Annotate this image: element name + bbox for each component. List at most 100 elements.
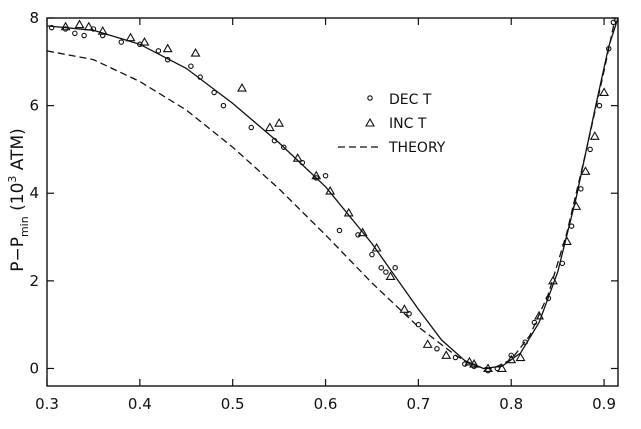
inc-t-point — [162, 43, 173, 53]
inc-t-point — [264, 122, 275, 132]
inc-t-point — [464, 356, 475, 366]
dec-t-point — [48, 24, 55, 31]
dec-t-point — [406, 310, 412, 317]
dec-t-point — [336, 227, 343, 234]
dec-t-point — [90, 26, 97, 32]
dec-t-point — [531, 319, 538, 326]
dec-t-point — [605, 45, 612, 52]
inc-t-point — [548, 275, 558, 285]
y-tick-label: 0 — [29, 359, 39, 377]
dec-t-point — [281, 144, 287, 150]
dec-t-point — [596, 102, 603, 109]
dec-t-point — [568, 223, 575, 229]
x-tick-label: 0.9 — [592, 395, 616, 413]
inc-t-point — [441, 350, 452, 359]
dec-t-point — [383, 269, 389, 275]
dec-t-point — [471, 363, 477, 370]
inc-t-point — [385, 271, 396, 281]
dec-t-point — [72, 30, 78, 37]
y-tick-label: 4 — [29, 184, 39, 202]
dec-t-point — [522, 339, 528, 345]
inc-t-point — [561, 236, 572, 245]
inc-t-point — [274, 118, 285, 127]
dec-t-point — [188, 63, 194, 69]
x-tick-label: 0.4 — [128, 395, 152, 413]
y-tick-label: 6 — [29, 97, 39, 115]
curves — [46, 17, 619, 370]
dec-t-point — [610, 19, 617, 26]
x-axis: 0.3 0.4 0.5 0.6 0.7 0.8 0.9 — [35, 18, 616, 413]
inc-t-point — [571, 201, 582, 210]
dec-t-point — [392, 264, 398, 271]
x-tick-label: 0.6 — [314, 395, 338, 413]
inc-t-point — [237, 82, 247, 92]
fit-curve — [46, 17, 619, 370]
dec-t-point — [355, 232, 361, 238]
inc-t-point — [506, 354, 517, 364]
legend-marker-dec-t — [367, 95, 373, 101]
inc-t-point — [534, 310, 545, 320]
inc-t-point — [357, 227, 368, 237]
inc-t-point — [292, 153, 303, 162]
y-tick-label: 8 — [29, 9, 39, 27]
markers — [48, 19, 617, 374]
dec-t-point — [211, 89, 217, 96]
x-tick-label: 0.5 — [221, 395, 245, 413]
legend-label-theory: THEORY — [388, 140, 446, 156]
dec-t-point — [545, 295, 552, 302]
dec-t-point — [271, 137, 278, 144]
inc-t-point — [599, 87, 610, 97]
dec-t-point — [197, 74, 203, 80]
y-axis: 0 2 4 6 8 — [29, 9, 618, 377]
legend-label-inc-t: INC T — [389, 116, 427, 132]
inc-t-point — [496, 363, 507, 373]
dec-t-point — [164, 56, 171, 63]
dec-t-point — [313, 175, 320, 181]
inc-t-point — [60, 21, 71, 31]
dec-t-point — [155, 48, 162, 54]
inc-t-point — [399, 304, 410, 313]
dec-t-point — [248, 124, 255, 131]
inc-t-point — [311, 170, 322, 180]
dec-t-point — [220, 102, 227, 109]
dec-t-point — [118, 39, 125, 45]
y-axis-label: P−Pmin (103 ATM) — [6, 128, 31, 272]
dec-t-point — [508, 352, 514, 359]
x-tick-label: 0.8 — [499, 395, 523, 413]
dec-t-point — [299, 159, 306, 166]
dec-t-point — [322, 172, 329, 179]
inc-t-point — [97, 26, 108, 35]
dec-t-point — [587, 146, 593, 153]
y-tick-label: 2 — [29, 272, 39, 290]
dec-t-point — [559, 260, 566, 267]
legend: DEC T INC T THEORY — [338, 92, 446, 156]
inc-t-point — [483, 363, 493, 373]
dec-t-point — [452, 354, 459, 361]
inc-t-point — [139, 36, 150, 46]
dec-t-point — [137, 41, 143, 48]
inc-t-point — [422, 339, 433, 348]
dec-t-point — [99, 32, 106, 39]
dec-t-point — [434, 346, 440, 352]
inc-t-point — [325, 185, 336, 195]
inc-t-point — [190, 47, 201, 57]
dec-t-point — [378, 264, 384, 271]
inc-t-point — [589, 131, 600, 140]
x-tick-label: 0.7 — [406, 395, 430, 413]
inc-t-point — [74, 19, 85, 29]
legend-label-dec-t: DEC T — [389, 92, 432, 108]
dec-t-point — [462, 361, 468, 367]
inc-t-point — [371, 242, 382, 252]
dec-t-point — [81, 32, 87, 39]
inc-t-point — [343, 207, 354, 217]
inc-t-point — [515, 352, 526, 362]
x-tick-label: 0.3 — [35, 395, 59, 413]
plot-frame — [46, 17, 619, 387]
inc-t-point — [580, 166, 591, 175]
dec-t-point — [369, 251, 375, 258]
dec-t-point — [578, 186, 584, 192]
inc-t-point — [469, 358, 480, 368]
dec-t-point — [415, 321, 422, 328]
inc-t-point — [125, 32, 136, 42]
